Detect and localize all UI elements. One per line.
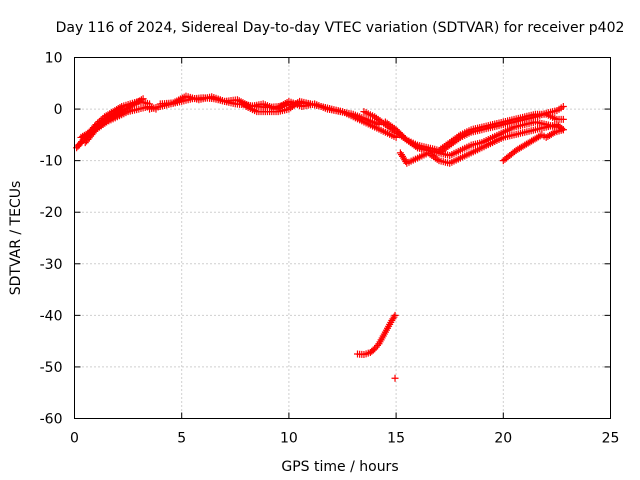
x-tick-label: 20 [494,431,512,447]
x-tick-label: 5 [177,431,186,447]
data-point [82,133,90,141]
y-tick-label: -20 [40,205,63,221]
data-point [83,131,91,139]
data-point [395,129,403,137]
data-point [549,129,557,137]
x-tick-label: 10 [280,431,298,447]
data-point [392,126,400,134]
data-point [559,115,567,123]
x-tick-labels: 0 5 10 15 20 25 [70,431,619,447]
data-point [116,106,124,114]
data-point [394,127,402,135]
x-tick-label: 15 [387,431,405,447]
chart-title: Day 116 of 2024, Sidereal Day-to-day VTE… [56,20,625,36]
x-axis-label: GPS time / hours [281,459,398,475]
data-point [559,102,567,110]
y-tick-label: -10 [40,154,63,170]
data-point [400,133,408,141]
data-point [306,100,314,108]
y-tick-label: -30 [40,257,63,273]
data-point [87,128,95,136]
data-point [89,126,97,134]
data-point [391,374,399,382]
data-point [95,120,103,128]
data-point [397,130,405,138]
data-points [73,92,567,382]
data-point [85,129,93,137]
y-tick-label: 0 [54,102,63,118]
data-point [398,132,406,140]
data-point [391,311,399,319]
y-axis-label: SDTVAR / TECUs [8,181,24,296]
data-point [390,313,398,321]
data-point [559,126,567,134]
y-tick-labels: 10 0 -10 -20 -30 -40 -50 -60 [40,51,63,428]
axis-ticks [74,57,611,419]
x-tick-label: 0 [70,431,79,447]
data-point [97,118,105,126]
data-point [374,341,382,349]
y-tick-label: -50 [40,360,63,376]
y-tick-label: -60 [40,412,63,428]
data-point [90,125,98,133]
data-point [401,135,409,143]
plot-frame [74,57,611,419]
x-tick-label: 25 [602,431,620,447]
data-point [92,123,100,131]
data-point [118,105,126,113]
data-point [94,122,102,130]
y-tick-label: 10 [45,51,63,67]
y-tick-label: -40 [40,308,63,324]
